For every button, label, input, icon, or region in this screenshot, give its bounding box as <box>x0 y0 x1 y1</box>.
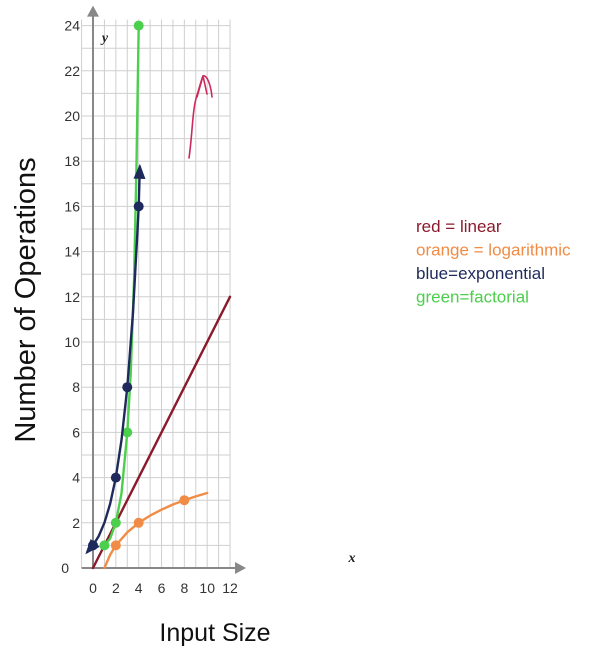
y-tick-label: 12 <box>64 289 80 305</box>
handwritten-red-arrowhead <box>196 75 208 98</box>
handwritten-annotation <box>188 75 213 159</box>
y-tick-label: 14 <box>64 244 80 260</box>
y-tick-label: 10 <box>64 334 80 350</box>
x-tick-label: 12 <box>222 580 238 596</box>
y-tick-label: 22 <box>64 63 80 79</box>
legend-entry: green=factorial <box>416 288 529 307</box>
y-axis-title: Number of Operations <box>10 157 42 442</box>
x-tick-label: 2 <box>112 580 120 596</box>
x-axis-title: Input Size <box>159 619 270 647</box>
y-tick-label: 4 <box>72 470 80 486</box>
x-tick-label: 10 <box>199 580 215 596</box>
y-tick-label: 0 <box>61 560 69 576</box>
data-point-exponential <box>122 382 133 393</box>
legend-entry: blue=exponential <box>416 264 545 283</box>
y-axis-letter: y <box>100 31 109 46</box>
data-point-exponential <box>110 472 121 483</box>
series-exponential-arrowhead <box>133 163 146 180</box>
x-tick-label: 4 <box>135 580 143 596</box>
y-axis-arrowhead <box>87 5 99 17</box>
series-group <box>85 20 232 570</box>
grid <box>81 19 231 569</box>
x-axis-letter: x <box>348 551 356 566</box>
legend-entry: red = linear <box>416 217 502 236</box>
x-tick-label: 8 <box>180 580 188 596</box>
data-point-exponential <box>133 201 144 212</box>
data-point-factorial <box>133 20 144 31</box>
data-point-logarithmic <box>179 495 190 506</box>
series-factorial <box>99 20 144 551</box>
legend: red = linear orange = logarithmic blue=exp… <box>416 217 571 307</box>
y-tick-label: 2 <box>72 515 80 531</box>
x-axis-arrowhead <box>235 562 247 574</box>
y-tick-label: 20 <box>64 108 80 124</box>
axes <box>81 5 247 574</box>
data-point-factorial <box>110 517 121 528</box>
legend-entry: orange = logarithmic <box>416 241 571 260</box>
data-point-factorial <box>99 540 110 551</box>
y-tick-label: 6 <box>72 424 80 440</box>
y-tick-label: 16 <box>64 198 80 214</box>
series-exponential <box>85 163 146 555</box>
x-tick-label: 0 <box>89 580 97 596</box>
series-logarithmic <box>103 491 209 570</box>
y-tick-label: 8 <box>72 379 80 395</box>
y-tick-label: 18 <box>64 153 80 169</box>
data-point-logarithmic <box>133 517 144 528</box>
data-point-logarithmic <box>110 540 121 551</box>
series-exponential-line <box>86 165 141 554</box>
handwritten-red-arrow <box>188 75 213 159</box>
x-tick-label: 6 <box>158 580 166 596</box>
data-point-factorial <box>122 427 133 438</box>
series-exponential-arrowhead <box>85 538 100 555</box>
y-tick-label: 24 <box>64 18 80 34</box>
